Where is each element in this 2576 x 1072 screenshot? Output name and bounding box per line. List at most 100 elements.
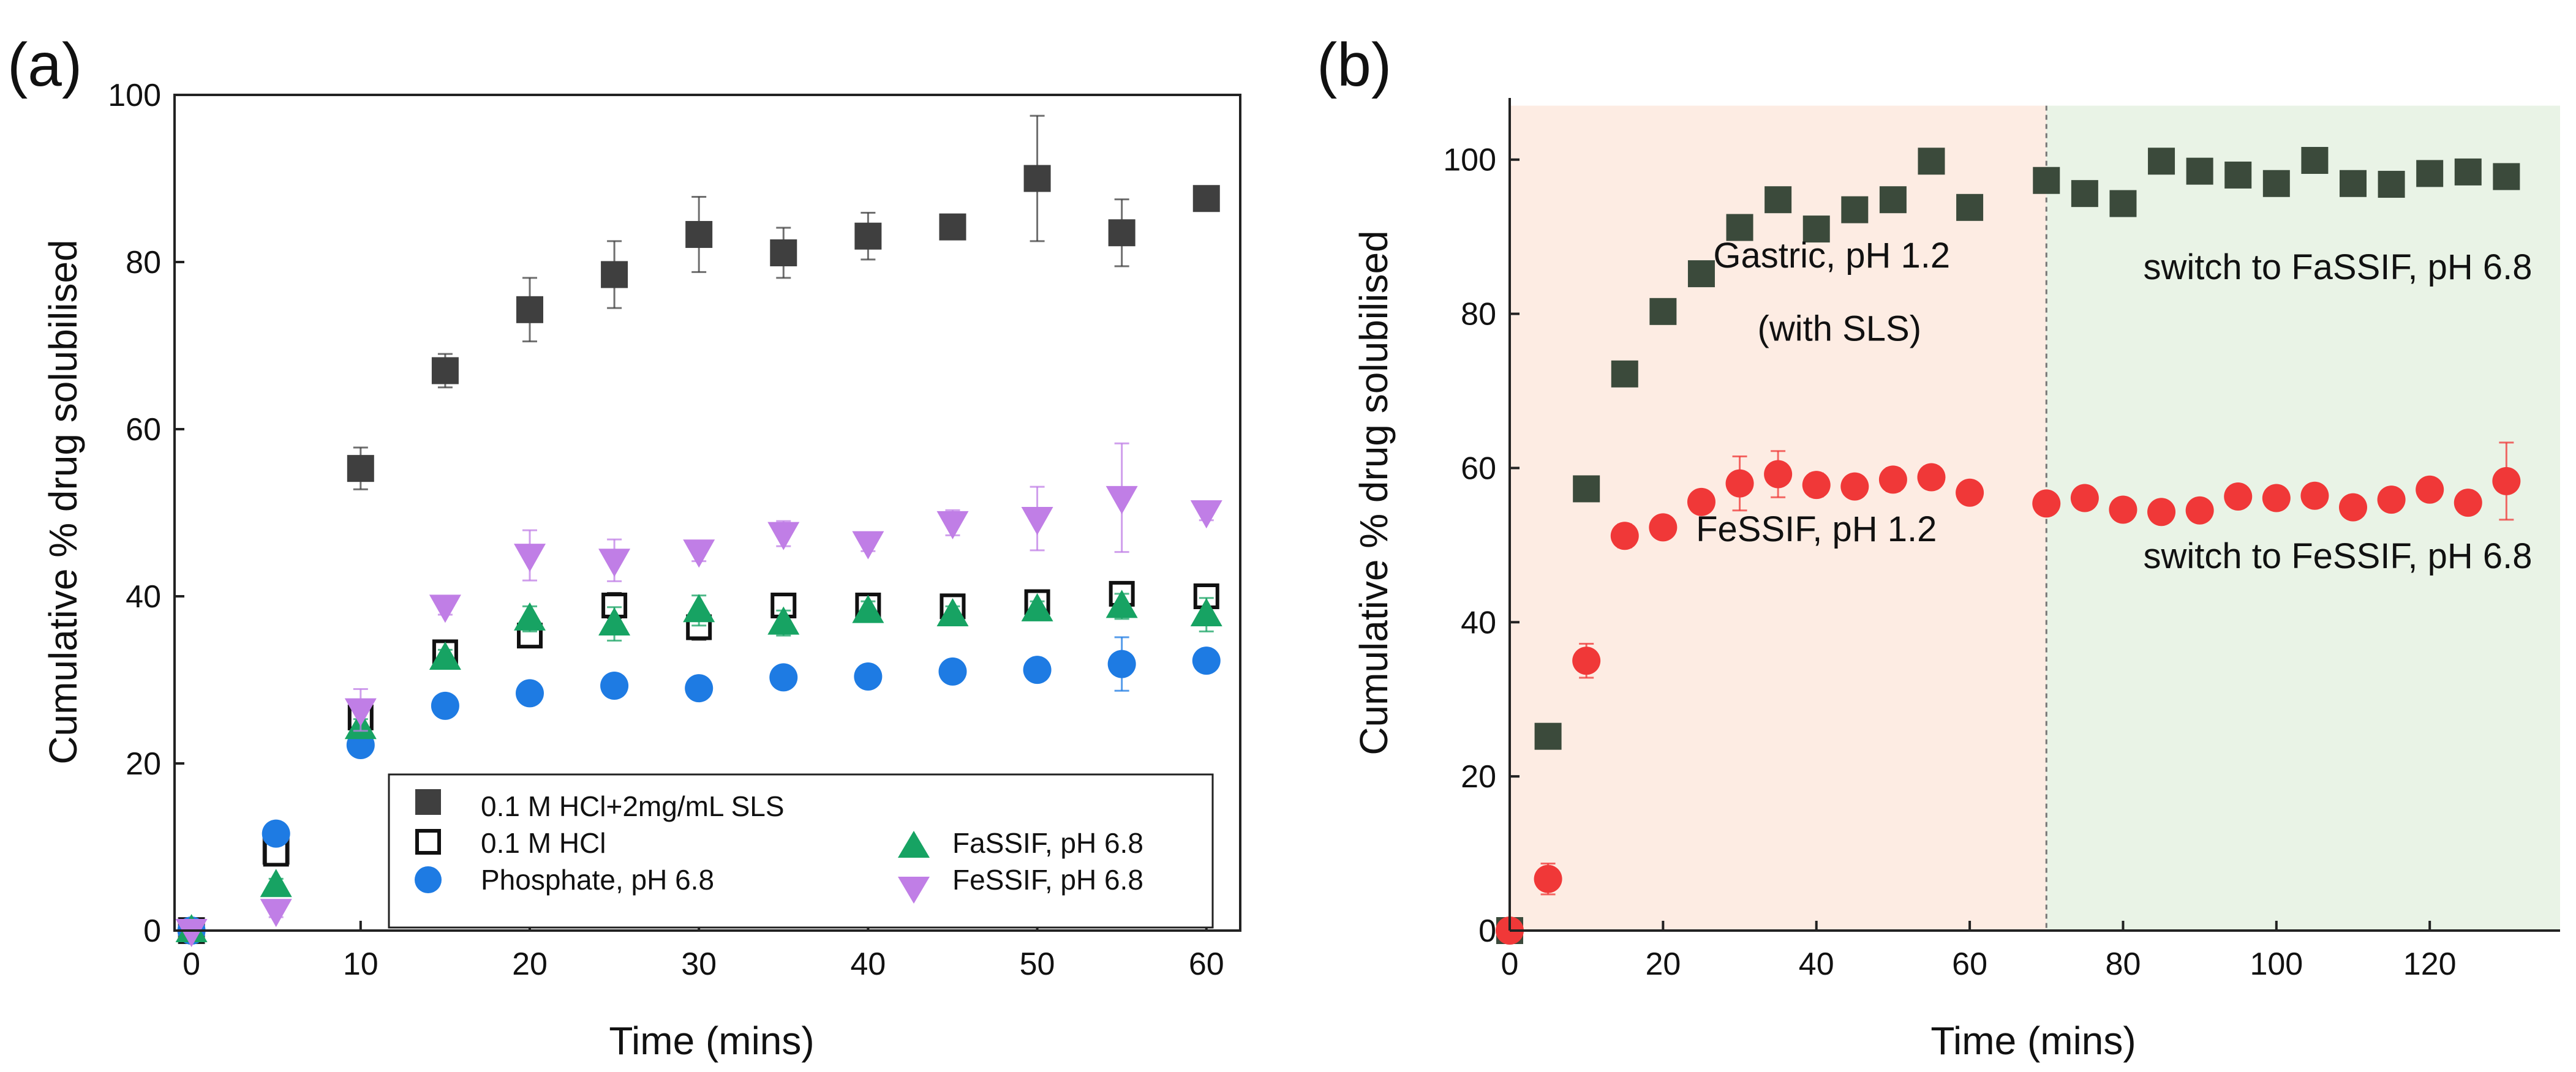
- panel-a-y-tick-label: 20: [126, 746, 161, 782]
- data-point: [2377, 485, 2406, 514]
- panel-a-x-tick-label: 50: [1020, 946, 1055, 982]
- data-point: [514, 602, 546, 631]
- data-point: [2147, 498, 2176, 527]
- data-point: [1190, 500, 1222, 529]
- data-point: [1023, 656, 1052, 684]
- data-point: [429, 594, 461, 623]
- data-point: [2185, 496, 2214, 525]
- data-point: [431, 357, 459, 384]
- data-point: [347, 455, 374, 482]
- panel-a-y-tick-label: 0: [143, 913, 161, 949]
- panel-b-y-axis-label: Cumulative % drug solubilised: [1352, 230, 1396, 755]
- data-point: [600, 672, 629, 700]
- data-point: [2492, 467, 2521, 495]
- data-point: [1023, 165, 1051, 192]
- annotation-fessif-ph12: FeSSIF, pH 1.2: [1696, 509, 1937, 549]
- panel-b-marks: [1496, 147, 2521, 945]
- annotation-with-sls: (with SLS): [1758, 309, 1922, 349]
- data-point: [1190, 598, 1222, 627]
- data-point: [260, 899, 292, 928]
- data-point: [1840, 472, 1869, 501]
- series-fessif-ph-6-8: [175, 442, 1222, 947]
- data-point: [1649, 298, 1677, 325]
- data-point: [2109, 190, 2137, 217]
- data-point: [2454, 489, 2482, 517]
- data-point: [683, 539, 715, 568]
- data-point: [1726, 214, 1753, 241]
- panel-a-x-tick-label: 60: [1189, 946, 1224, 982]
- panel-a-label: (a): [7, 31, 82, 99]
- panel-a-y-tick-label: 40: [126, 579, 161, 615]
- panel-a-x-axis-label: Time (mins): [609, 1019, 814, 1063]
- data-point: [2454, 158, 2482, 186]
- data-point: [2262, 170, 2290, 197]
- annotation-gastric: Gastric, pH 1.2: [1713, 236, 1950, 275]
- legend-label-phosphate: Phosphate, pH 6.8: [481, 864, 714, 896]
- data-point: [2262, 484, 2291, 512]
- data-point: [767, 522, 800, 550]
- data-point: [1917, 463, 1946, 492]
- data-point: [429, 642, 461, 670]
- data-point: [2416, 475, 2444, 504]
- data-point: [1107, 650, 1136, 678]
- data-point: [1878, 465, 1907, 494]
- data-point: [2301, 147, 2329, 174]
- data-point: [1764, 186, 1792, 214]
- panel-b-x-tick-label: 20: [1645, 946, 1681, 982]
- gastric-phase-background: [1510, 105, 2047, 931]
- panel-b-x-tick-label: 0: [1501, 946, 1519, 982]
- panel-a-x-tick-label: 20: [512, 946, 548, 982]
- data-point: [936, 598, 969, 627]
- panel-b-y-tick-label: 0: [1478, 913, 1496, 949]
- data-point: [1108, 219, 1135, 247]
- annotation-switch-fassif: switch to FaSSIF, pH 6.8: [2143, 247, 2532, 287]
- data-point: [2224, 161, 2252, 189]
- panel-b-x-tick-label: 80: [2106, 946, 2141, 982]
- data-point: [1725, 469, 1754, 498]
- data-point: [262, 819, 290, 848]
- data-point: [598, 607, 631, 636]
- data-point: [2493, 163, 2520, 190]
- data-point: [2300, 481, 2329, 510]
- legend-label-hcl: 0.1 M HCl: [481, 827, 606, 859]
- data-point: [1021, 593, 1053, 621]
- data-point: [854, 222, 882, 250]
- panel-a-x-tick-label: 30: [681, 946, 717, 982]
- data-point: [2033, 167, 2060, 194]
- data-point: [852, 531, 884, 560]
- panel-b: (b) Cumulative % drug solubilised Time (…: [1317, 31, 2560, 1063]
- data-point: [598, 549, 631, 577]
- data-point: [936, 511, 969, 539]
- data-point: [516, 679, 544, 708]
- data-point: [683, 594, 715, 623]
- data-point: [2378, 171, 2405, 198]
- annotation-switch-fessif: switch to FeSSIF, pH 6.8: [2143, 536, 2532, 576]
- data-point: [1611, 360, 1638, 388]
- panel-b-y-tick-label: 80: [1461, 297, 1496, 332]
- panel-a-y-tick-label: 60: [126, 412, 161, 448]
- data-point: [770, 239, 797, 266]
- data-point: [175, 919, 208, 947]
- legend-frame: [388, 773, 1214, 929]
- data-point: [2186, 157, 2213, 185]
- data-point: [685, 220, 713, 248]
- data-point: [1649, 513, 1678, 542]
- data-point: [516, 296, 543, 323]
- panel-a-legend: 0.1 M HCl+2mg/mL SLS 0.1 M HCl Phosphate…: [388, 773, 1214, 929]
- data-point: [1610, 522, 1639, 550]
- data-point: [1841, 196, 1869, 223]
- data-point: [2070, 484, 2099, 512]
- panel-b-y-tick-label: 60: [1461, 451, 1496, 486]
- data-point: [1802, 216, 1830, 243]
- legend-label-sls: 0.1 M HCl+2mg/mL SLS: [481, 790, 785, 822]
- panel-b-x-tick-label: 40: [1799, 946, 1834, 982]
- panel-b-phase-backgrounds: [1510, 105, 2560, 931]
- data-point: [2339, 493, 2368, 522]
- data-point: [514, 544, 546, 572]
- panel-a: (a) Cumulative % drug solubilised Time (…: [7, 31, 1241, 1063]
- data-point: [344, 698, 377, 727]
- panel-b-label: (b): [1317, 31, 1392, 99]
- data-point: [1879, 186, 1907, 214]
- data-point: [2109, 495, 2137, 524]
- data-point: [2340, 170, 2367, 197]
